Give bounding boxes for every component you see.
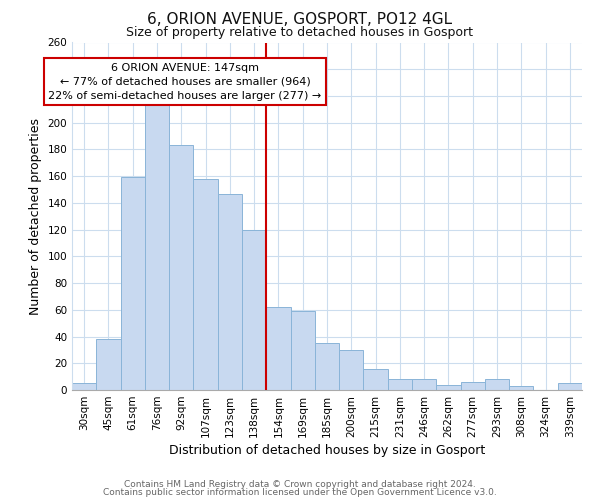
Bar — [558, 384, 582, 390]
Y-axis label: Number of detached properties: Number of detached properties — [29, 118, 42, 315]
Bar — [121, 178, 145, 390]
Bar — [339, 350, 364, 390]
Bar — [315, 343, 339, 390]
Bar — [193, 179, 218, 390]
Bar — [266, 307, 290, 390]
Bar — [218, 194, 242, 390]
X-axis label: Distribution of detached houses by size in Gosport: Distribution of detached houses by size … — [169, 444, 485, 457]
Bar — [96, 339, 121, 390]
Text: 6 ORION AVENUE: 147sqm
← 77% of detached houses are smaller (964)
22% of semi-de: 6 ORION AVENUE: 147sqm ← 77% of detached… — [49, 62, 322, 100]
Bar — [364, 368, 388, 390]
Text: Contains HM Land Registry data © Crown copyright and database right 2024.: Contains HM Land Registry data © Crown c… — [124, 480, 476, 489]
Bar — [242, 230, 266, 390]
Text: Size of property relative to detached houses in Gosport: Size of property relative to detached ho… — [127, 26, 473, 39]
Bar — [509, 386, 533, 390]
Bar — [485, 380, 509, 390]
Bar — [290, 311, 315, 390]
Bar — [436, 384, 461, 390]
Text: 6, ORION AVENUE, GOSPORT, PO12 4GL: 6, ORION AVENUE, GOSPORT, PO12 4GL — [148, 12, 452, 28]
Text: Contains public sector information licensed under the Open Government Licence v3: Contains public sector information licen… — [103, 488, 497, 497]
Bar — [145, 98, 169, 390]
Bar — [388, 380, 412, 390]
Bar — [72, 384, 96, 390]
Bar — [169, 146, 193, 390]
Bar — [412, 380, 436, 390]
Bar — [461, 382, 485, 390]
